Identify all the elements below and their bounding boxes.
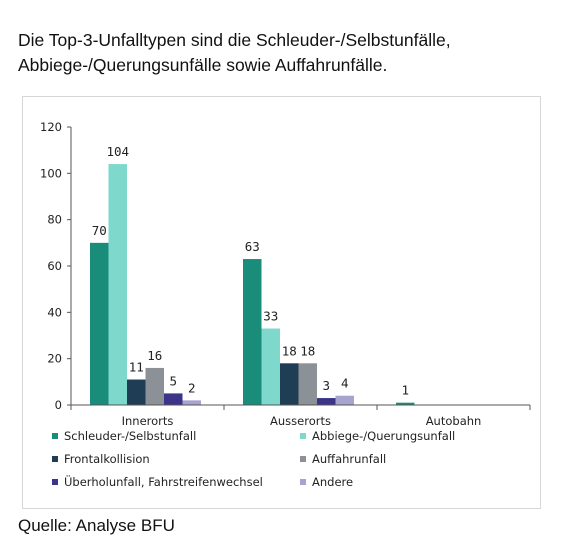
bar-value-label: 18: [282, 343, 297, 358]
y-tick-label: 120: [40, 120, 62, 134]
bar-value-label: 2: [188, 380, 196, 395]
legend-label: Überholunfall, Fahrstreifenwechsel: [64, 473, 263, 489]
bar: [396, 402, 415, 405]
legend-swatch: [52, 433, 58, 439]
bar-value-label: 18: [300, 343, 315, 358]
x-category-label: Ausserorts: [270, 414, 331, 428]
x-category-label: Innerorts: [122, 414, 174, 428]
bar-value-label: 4: [341, 376, 349, 391]
y-tick-label: 80: [47, 213, 62, 227]
bar: [108, 164, 127, 405]
legend-swatch: [52, 456, 58, 462]
bar: [164, 393, 183, 405]
legend-swatch: [52, 479, 58, 485]
bar: [261, 328, 280, 405]
y-tick-label: 60: [47, 259, 62, 273]
bar-value-label: 33: [263, 309, 278, 324]
bar-value-label: 5: [169, 373, 177, 388]
x-axis: Innerorts Ausserorts Autobahn: [70, 404, 531, 428]
y-tick-label: 40: [47, 305, 62, 319]
legend-label: Andere: [312, 475, 353, 489]
legend: Schleuder-/Selbstunfall Abbiege-/Querungs…: [52, 429, 455, 489]
legend-label: Frontalkollision: [64, 452, 150, 466]
y-axis: 0 20 40 60 80 100 120: [40, 120, 72, 412]
bar: [298, 363, 317, 405]
bar-value-label: 70: [92, 223, 107, 238]
bar-value-label: 16: [147, 348, 162, 363]
bar: [280, 363, 299, 405]
bar-value-label: 63: [245, 239, 260, 254]
legend-swatch: [300, 456, 306, 462]
legend-label: Schleuder-/Selbstunfall: [64, 429, 196, 443]
bar-value-label: 11: [129, 360, 144, 375]
bar-value-label: 1: [401, 383, 409, 398]
bar-value-label: 104: [106, 144, 129, 159]
x-category-label: Autobahn: [426, 414, 482, 428]
bar: [243, 259, 262, 405]
bar: [335, 395, 354, 405]
legend-swatch: [300, 479, 306, 485]
source-note: Quelle: Analyse BFU: [18, 516, 175, 535]
y-tick-label: 20: [47, 352, 62, 366]
y-tick-label: 0: [55, 398, 62, 412]
bar: [90, 242, 109, 405]
legend-label: Auffahrunfall: [312, 452, 386, 466]
bar: [127, 379, 146, 405]
bar: [317, 398, 336, 405]
chart-panel: [22, 96, 541, 509]
bars: [90, 164, 415, 405]
legend-swatch: [300, 433, 306, 439]
legend-label: Abbiege-/Querungsunfall: [312, 429, 455, 443]
bar-value-label: 3: [322, 378, 330, 393]
chart-headline: Die Top-3-Unfalltypen sind die Schleuder…: [18, 30, 451, 75]
bar: [182, 400, 201, 405]
bar: [145, 367, 164, 405]
y-tick-label: 100: [40, 166, 62, 180]
